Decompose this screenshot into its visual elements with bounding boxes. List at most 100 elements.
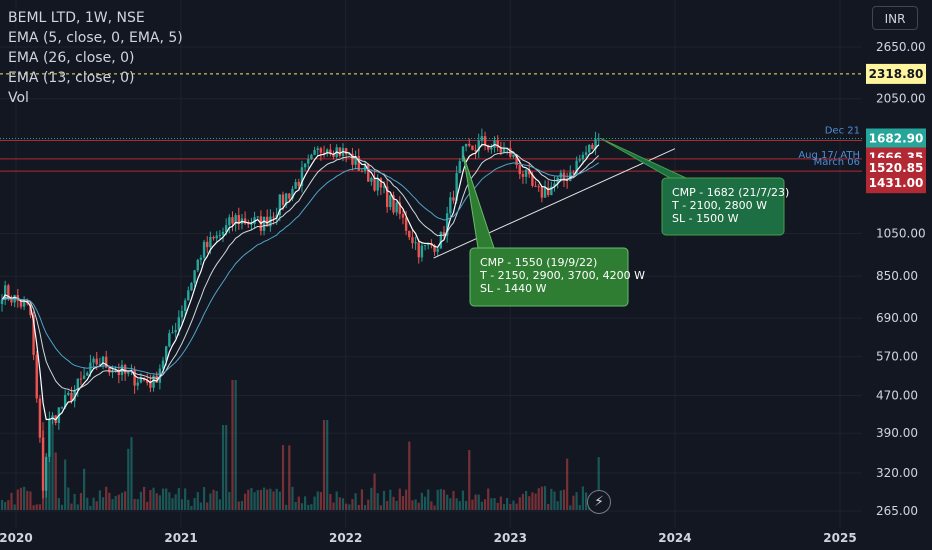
volume-bar <box>597 457 600 510</box>
candle-body <box>215 235 218 239</box>
candle-body <box>373 177 376 191</box>
volume-bar <box>180 499 184 510</box>
candle-body <box>575 160 578 174</box>
price-tick-label: 1050.00 <box>876 227 926 241</box>
volume-bar <box>259 489 262 510</box>
volume-bar <box>553 491 556 510</box>
candle-body <box>313 150 316 155</box>
volume-bar <box>244 493 247 510</box>
volume-bar <box>506 497 509 510</box>
candle-body <box>288 193 291 199</box>
candle-body <box>196 259 199 271</box>
candle-body <box>521 173 525 177</box>
volume-bar <box>351 499 354 510</box>
legend-ema-26[interactable]: EMA (26, close, 0) <box>8 50 135 66</box>
volume-bar <box>417 502 420 510</box>
candle-body <box>234 215 237 224</box>
time-axis-bg <box>0 528 862 550</box>
candle-body <box>487 145 490 150</box>
volume-bar <box>152 487 155 510</box>
candle-body <box>329 149 332 155</box>
candle-body <box>212 237 215 239</box>
candle-body <box>468 143 471 146</box>
volume-bar <box>562 489 566 510</box>
volume-bar <box>430 501 433 510</box>
candle-body <box>401 214 405 218</box>
annotation-pointer <box>462 154 495 249</box>
volume-bar <box>209 493 212 510</box>
volume-bar <box>423 496 427 510</box>
volume-bar <box>266 489 269 510</box>
volume-bar <box>133 498 136 510</box>
volume-bar <box>528 496 531 510</box>
volume-bar <box>127 448 130 510</box>
volume-bar <box>502 504 506 510</box>
candle-body <box>499 147 503 153</box>
bolt-icon[interactable]: ⚡ <box>587 490 611 514</box>
candle-body <box>51 415 54 420</box>
candle-body <box>581 154 585 160</box>
candle-body <box>385 186 389 208</box>
candle-body <box>45 456 48 491</box>
volume-bar <box>392 496 395 510</box>
candle-body <box>190 282 193 291</box>
volume-bar <box>439 488 442 510</box>
candle-body <box>187 290 190 301</box>
candle-body <box>588 144 591 153</box>
candle-body <box>442 232 446 236</box>
volume-bar <box>117 494 120 510</box>
candle-body <box>354 156 357 165</box>
volume-bar <box>218 499 221 510</box>
candle-body <box>231 217 234 224</box>
volume-bar <box>253 492 256 510</box>
candle-body <box>363 164 367 172</box>
candle-body <box>344 148 348 155</box>
candle-body <box>474 149 477 152</box>
volume-bar <box>168 492 171 510</box>
volume-bar <box>452 490 455 510</box>
annotation-text: T - 2150, 2900, 3700, 4200 W <box>479 269 645 282</box>
candle-body <box>250 223 253 225</box>
legend-ema-5[interactable]: EMA (5, close, 0, EMA, 5) <box>8 30 183 46</box>
candle-body <box>155 375 158 383</box>
volume-bar <box>338 497 341 510</box>
legend-vol[interactable]: Vol <box>8 90 29 106</box>
volume-bar <box>161 488 165 510</box>
currency-button[interactable]: INR <box>872 6 918 30</box>
candle-body <box>164 346 168 361</box>
candle-body <box>543 187 547 198</box>
volume-bar <box>427 489 430 510</box>
candle-body <box>477 140 480 152</box>
volume-bar <box>281 445 285 510</box>
volume-bar <box>408 441 411 510</box>
candle-body <box>67 392 70 395</box>
volume-bar <box>531 492 534 510</box>
candle-body <box>392 195 395 213</box>
annotation-text: T - 2100, 2800 W <box>671 199 767 212</box>
candle-body <box>117 370 121 376</box>
candle-body <box>591 144 594 150</box>
annotation-box <box>469 247 629 307</box>
volume-bar <box>240 500 244 510</box>
volume-bar <box>4 501 7 510</box>
legend-symbol[interactable]: BEML LTD, 1W, NSE <box>8 10 145 26</box>
volume-bar <box>433 505 436 510</box>
candle-body <box>490 147 493 150</box>
volume-bar <box>376 493 379 510</box>
candle-body <box>458 161 461 174</box>
candle-body <box>272 216 275 218</box>
volume-bar <box>326 420 329 510</box>
candle-body <box>228 217 231 226</box>
candle-body <box>553 183 556 187</box>
candle-body <box>546 187 550 195</box>
legend-ema-13[interactable]: EMA (13, close, 0) <box>8 70 135 86</box>
volume-bar <box>16 489 19 510</box>
volume-bar <box>155 493 158 510</box>
volume-bar <box>468 450 471 510</box>
candle-body <box>518 165 521 174</box>
candle-body <box>436 248 439 252</box>
candle-body <box>206 241 209 248</box>
volume-bar <box>543 486 547 510</box>
